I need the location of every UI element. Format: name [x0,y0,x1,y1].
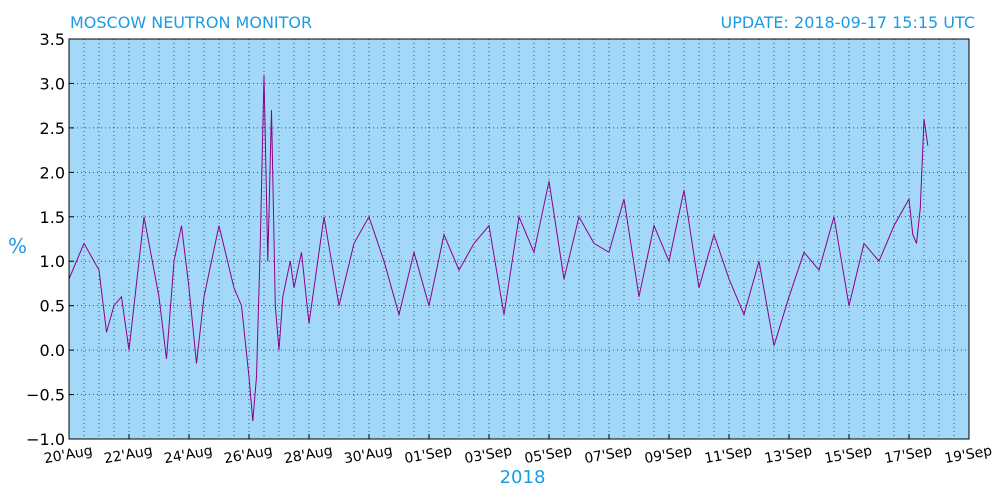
x-tick-label: 19'Sep [943,443,993,467]
x-tick-label: 30'Aug [343,443,394,467]
x-tick-label: 24'Aug [163,443,214,467]
y-tick-label: 1.0 [40,252,65,271]
x-tick-label: 13'Sep [763,443,813,467]
y-tick-label: 1.5 [40,208,65,227]
x-tick-label: 11'Sep [703,443,753,467]
y-axis-ticks: −1.0 −0.5 0.0 0.5 1.0 1.5 2.0 2.5 3.0 3.5 [26,30,74,449]
x-tick-label: 01'Sep [403,443,453,467]
x-tick-label: 22'Aug [103,443,154,467]
x-tick-label: 17'Sep [883,443,933,467]
x-tick-label: 03'Sep [463,443,513,467]
x-tick-label: 28'Aug [283,443,334,467]
chart-title: MOSCOW NEUTRON MONITOR [70,13,313,32]
y-tick-label: 3.0 [40,74,65,93]
series-line [68,74,929,422]
y-tick-label: −0.5 [26,386,65,405]
y-tick-label: 2.0 [40,163,65,182]
x-axis-label: 2018 [499,467,546,488]
plot-frame [68,38,970,440]
update-timestamp: UPDATE: 2018-09-17 15:15 UTC [720,13,975,32]
y-tick-label: 0.0 [40,341,65,360]
x-tick-label: 05'Sep [523,443,573,467]
x-tick-label: 26'Aug [223,443,274,467]
gridlines [68,38,970,440]
x-tick-label: 15'Sep [823,443,873,467]
x-tick-label: 07'Sep [583,443,633,467]
y-tick-label: 2.5 [40,119,65,138]
y-tick-label: 0.5 [40,297,65,316]
y-tick-label: 3.5 [40,30,65,49]
y-tick-label: −1.0 [26,430,65,449]
y-axis-label: % [8,234,28,258]
x-tick-label: 09'Sep [643,443,693,467]
